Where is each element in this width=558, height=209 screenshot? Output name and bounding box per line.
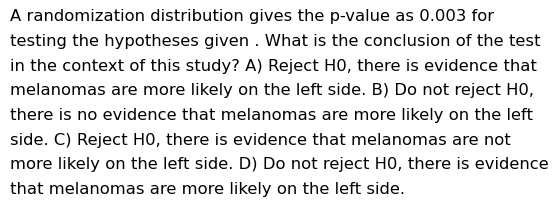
Text: that melanomas are more likely on the left side.: that melanomas are more likely on the le…	[10, 182, 405, 197]
Text: more likely on the left side. D) Do not reject H0, there is evidence: more likely on the left side. D) Do not …	[10, 157, 549, 172]
Text: testing the hypotheses given . What is the conclusion of the test: testing the hypotheses given . What is t…	[10, 34, 541, 49]
Text: A randomization distribution gives the p-value as 0.003 for: A randomization distribution gives the p…	[10, 9, 494, 24]
Text: melanomas are more likely on the left side. B) Do not reject H0,: melanomas are more likely on the left si…	[10, 83, 534, 98]
Text: in the context of this study? A) Reject H0, there is evidence that: in the context of this study? A) Reject …	[10, 59, 537, 74]
Text: side. C) Reject H0, there is evidence that melanomas are not: side. C) Reject H0, there is evidence th…	[10, 133, 511, 148]
Text: there is no evidence that melanomas are more likely on the left: there is no evidence that melanomas are …	[10, 108, 533, 123]
